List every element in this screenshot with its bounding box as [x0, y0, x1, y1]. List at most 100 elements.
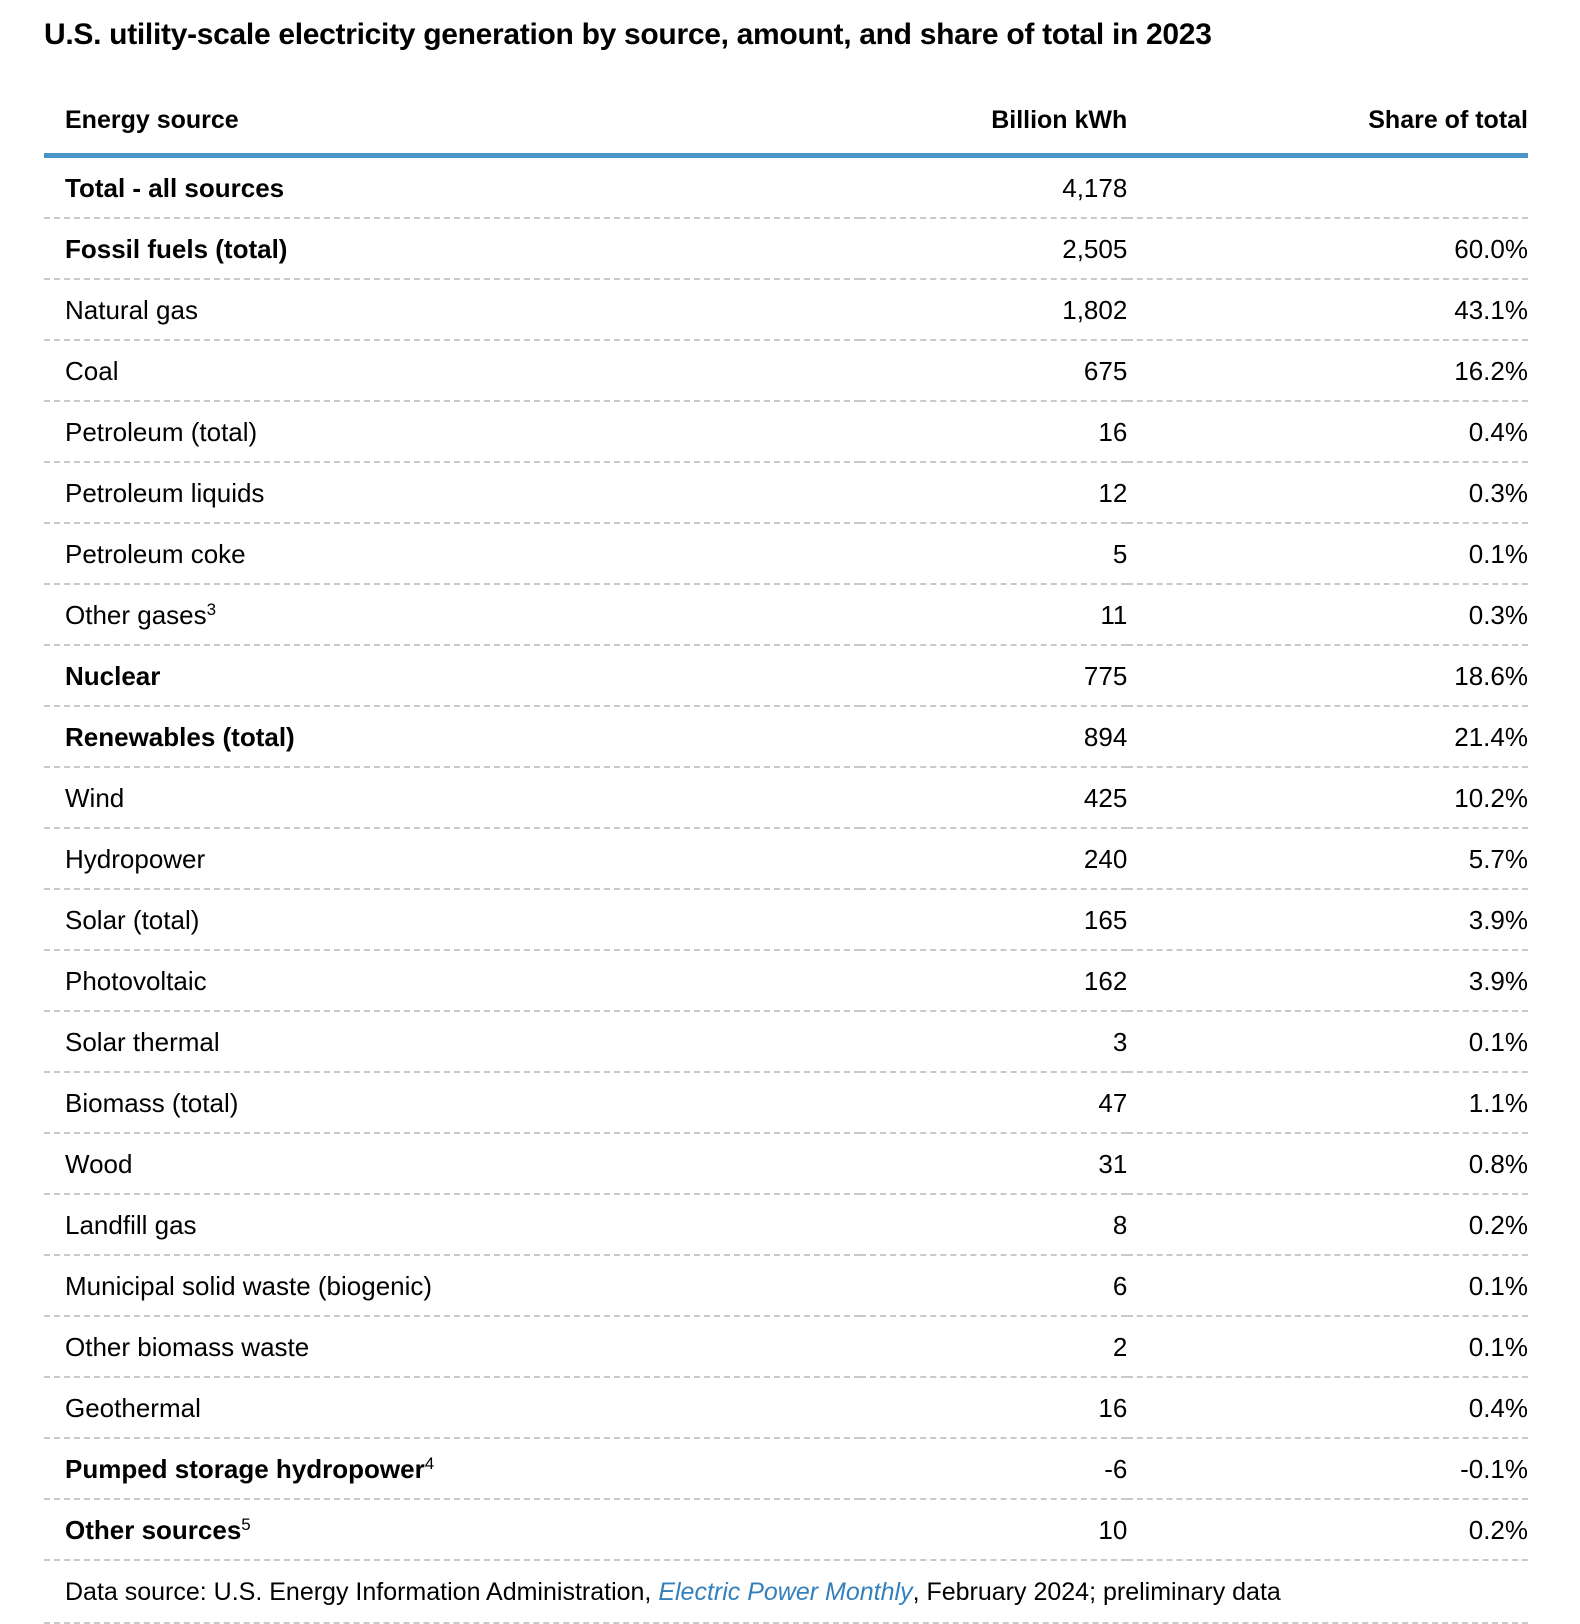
cell-energy-source: Fossil fuels (total) [44, 217, 861, 280]
cell-share-of-total: 0.1% [1127, 1010, 1528, 1073]
cell-share-of-total: 5.7% [1127, 827, 1528, 890]
cell-energy-source: Petroleum coke [44, 522, 861, 585]
cell-billion-kwh: 2,505 [860, 217, 1128, 280]
cell-energy-source: Petroleum (total) [44, 400, 861, 463]
cell-share-of-total: 0.2% [1127, 1193, 1528, 1256]
cell-energy-source: Wood [44, 1132, 861, 1195]
cell-energy-source: Natural gas [44, 278, 861, 341]
table-row: Renewables (total) 894 21.4% [44, 705, 1528, 768]
table-row: Other biomass waste 2 0.1% [44, 1315, 1528, 1378]
footnote-marker: 5 [241, 1514, 251, 1534]
table-row: Natural gas 1,802 43.1% [44, 278, 1528, 341]
table-row: Nuclear 775 18.6% [44, 644, 1528, 707]
table-row: Landfill gas 8 0.2% [44, 1193, 1528, 1256]
cell-billion-kwh: 8 [860, 1193, 1128, 1256]
table-body: Total - all sources 4,178 Fossil fuels (to… [44, 155, 1528, 1561]
table-row: Hydropower 240 5.7% [44, 827, 1528, 890]
cell-energy-source: Other gases3 [44, 583, 861, 646]
cell-energy-source: Geothermal [44, 1376, 861, 1439]
cell-energy-source: Other sources5 [44, 1498, 861, 1561]
cell-energy-source: Coal [44, 339, 861, 402]
table-row: Biomass (total) 47 1.1% [44, 1071, 1528, 1134]
cell-energy-source: Hydropower [44, 827, 861, 890]
column-header-share-of-total: Share of total [1127, 99, 1528, 158]
cell-billion-kwh: 6 [860, 1254, 1128, 1317]
cell-share-of-total: 0.1% [1127, 1254, 1528, 1317]
cell-energy-source: Petroleum liquids [44, 461, 861, 524]
footnote-marker: 3 [206, 599, 217, 619]
column-header-billion-kwh: Billion kWh [860, 99, 1128, 158]
table-row: Petroleum coke 5 0.1% [44, 522, 1528, 585]
cell-share-of-total: 0.2% [1127, 1498, 1528, 1561]
table-row: Geothermal 16 0.4% [44, 1376, 1528, 1439]
cell-share-of-total: 3.9% [1127, 949, 1528, 1012]
cell-share-of-total: 0.1% [1127, 522, 1528, 585]
table-row: Other sources5 10 0.2% [44, 1498, 1528, 1561]
cell-energy-source: Biomass (total) [44, 1071, 861, 1134]
cell-share-of-total: 0.3% [1127, 461, 1528, 524]
electric-power-monthly-link[interactable]: Electric Power Monthly [658, 1577, 913, 1606]
cell-billion-kwh: 425 [860, 766, 1128, 829]
cell-billion-kwh: 47 [860, 1071, 1128, 1134]
cell-energy-source: Other biomass waste [44, 1315, 861, 1378]
footnote-marker: 4 [424, 1453, 435, 1473]
table-header-row: Energy source Billion kWh Share of total [44, 99, 1528, 158]
cell-billion-kwh: 3 [860, 1010, 1128, 1073]
cell-energy-source: Wind [44, 766, 861, 829]
cell-energy-source: Renewables (total) [44, 705, 861, 768]
cell-share-of-total: 0.4% [1127, 400, 1528, 463]
cell-share-of-total: 1.1% [1127, 1071, 1528, 1134]
column-header-energy-source: Energy source [44, 99, 861, 158]
footer-text-prefix: Data source: U.S. Energy Information Adm… [65, 1577, 659, 1606]
data-source-note: Data source: U.S. Energy Information Adm… [44, 1561, 1528, 1624]
table-row: Solar (total) 165 3.9% [44, 888, 1528, 951]
cell-billion-kwh: 1,802 [860, 278, 1128, 341]
table-row: Petroleum liquids 12 0.3% [44, 461, 1528, 524]
cell-energy-source: Solar (total) [44, 888, 861, 951]
cell-billion-kwh: 675 [860, 339, 1128, 402]
cell-energy-source: Nuclear [44, 644, 861, 707]
table-row: Pumped storage hydropower4 -6 -0.1% [44, 1437, 1528, 1500]
cell-share-of-total: 18.6% [1127, 644, 1528, 707]
cell-billion-kwh: 162 [860, 949, 1128, 1012]
table-row: Wind 425 10.2% [44, 766, 1528, 829]
table-row: Other gases3 11 0.3% [44, 583, 1528, 646]
table-row: Petroleum (total) 16 0.4% [44, 400, 1528, 463]
page-title: U.S. utility-scale electricity generatio… [44, 18, 1212, 51]
cell-energy-source: Municipal solid waste (biogenic) [44, 1254, 861, 1317]
cell-billion-kwh: 5 [860, 522, 1128, 585]
table-row: Wood 31 0.8% [44, 1132, 1528, 1195]
cell-share-of-total: -0.1% [1127, 1437, 1528, 1500]
cell-share-of-total: 43.1% [1127, 278, 1528, 341]
generation-table: Energy source Billion kWh Share of total… [44, 99, 1528, 1561]
cell-billion-kwh: 10 [860, 1498, 1128, 1561]
table-row: Municipal solid waste (biogenic) 6 0.1% [44, 1254, 1528, 1317]
cell-share-of-total: 60.0% [1127, 217, 1528, 280]
cell-billion-kwh: 16 [860, 1376, 1128, 1439]
cell-billion-kwh: 16 [860, 400, 1128, 463]
cell-energy-source: Pumped storage hydropower4 [44, 1437, 861, 1500]
cell-share-of-total: 0.4% [1127, 1376, 1528, 1439]
cell-share-of-total [1127, 155, 1528, 219]
table-row: Solar thermal 3 0.1% [44, 1010, 1528, 1073]
cell-billion-kwh: 775 [860, 644, 1128, 707]
cell-energy-source: Solar thermal [44, 1010, 861, 1073]
cell-billion-kwh: 4,178 [860, 155, 1128, 219]
table-row: Fossil fuels (total) 2,505 60.0% [44, 217, 1528, 280]
cell-share-of-total: 10.2% [1127, 766, 1528, 829]
table-row: Total - all sources 4,178 [44, 155, 1528, 219]
cell-billion-kwh: 2 [860, 1315, 1128, 1378]
cell-billion-kwh: -6 [860, 1437, 1128, 1500]
cell-share-of-total: 0.1% [1127, 1315, 1528, 1378]
table-row: Photovoltaic 162 3.9% [44, 949, 1528, 1012]
cell-billion-kwh: 12 [860, 461, 1128, 524]
cell-share-of-total: 0.3% [1127, 583, 1528, 646]
cell-share-of-total: 16.2% [1127, 339, 1528, 402]
table-row: Coal 675 16.2% [44, 339, 1528, 402]
cell-energy-source: Photovoltaic [44, 949, 861, 1012]
cell-share-of-total: 3.9% [1127, 888, 1528, 951]
cell-share-of-total: 21.4% [1127, 705, 1528, 768]
cell-billion-kwh: 31 [860, 1132, 1128, 1195]
cell-billion-kwh: 11 [860, 583, 1128, 646]
